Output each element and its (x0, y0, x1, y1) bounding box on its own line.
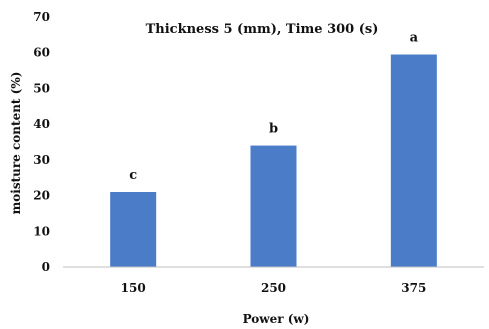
x-tick-label: 250 (261, 281, 286, 295)
bar-data-label: c (129, 168, 137, 183)
chart-title: Thickness 5 (mm), Time 300 (s) (146, 22, 379, 37)
x-tick-label: 375 (401, 281, 426, 295)
y-tick-label: 30 (33, 153, 50, 167)
bars (110, 54, 437, 267)
bar (250, 145, 297, 267)
bar-data-label: b (269, 122, 278, 137)
y-tick-label: 60 (33, 46, 50, 60)
bar (110, 192, 157, 267)
y-tick-label: 70 (33, 10, 50, 24)
y-tick-label: 0 (42, 260, 50, 274)
y-tick-label: 20 (33, 189, 50, 203)
bar (390, 54, 437, 267)
y-axis-label: moisture content (%) (9, 72, 23, 215)
y-tick-label: 10 (33, 224, 50, 238)
bar-data-label: a (410, 31, 419, 46)
x-axis-label: Power (w) (243, 312, 310, 326)
y-tick-label: 50 (33, 81, 50, 95)
x-tick-label: 150 (121, 281, 146, 295)
x-axis-ticks: 150 250 375 (121, 281, 427, 295)
y-tick-label: 40 (33, 117, 50, 131)
y-axis-ticks: 0 10 20 30 40 50 60 70 (33, 10, 50, 274)
data-labels: c b a (129, 31, 418, 184)
